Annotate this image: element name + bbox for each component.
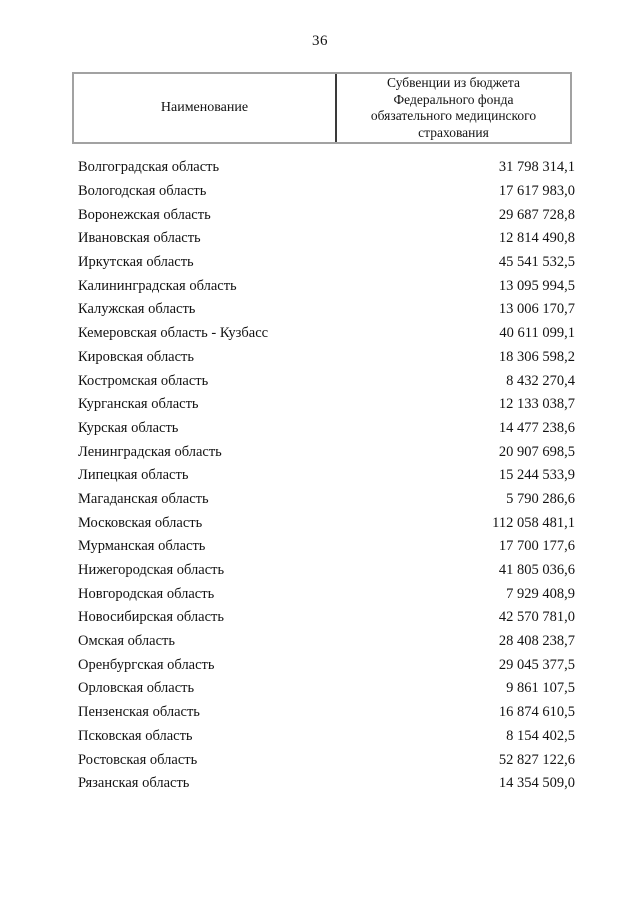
region-name-cell: Липецкая область bbox=[78, 467, 189, 484]
header-subventions-line-4: страхования bbox=[418, 124, 489, 140]
table-row: Иркутская область 45 541 532,5 bbox=[0, 251, 640, 275]
subvention-value-cell: 14 354 509,0 bbox=[498, 775, 575, 792]
region-name-cell: Московская область bbox=[78, 514, 203, 531]
table-row: Ленинградская область 20 907 698,5 bbox=[0, 440, 640, 464]
subvention-value-cell: 18 306 598,2 bbox=[498, 348, 575, 365]
region-name-cell: Магаданская область bbox=[78, 490, 209, 507]
region-name-cell: Кировская область bbox=[78, 348, 195, 365]
subvention-value-cell: 12 814 490,8 bbox=[498, 230, 575, 247]
table-row: Волгоградская область 31 798 314,1 bbox=[0, 156, 640, 180]
region-name-cell: Костромская область bbox=[78, 372, 209, 389]
subvention-value-cell: 45 541 532,5 bbox=[498, 254, 575, 271]
page-number: 36 bbox=[312, 33, 328, 49]
subvention-value-cell: 112 058 481,1 bbox=[492, 514, 575, 531]
table-row: Пензенская область 16 874 610,5 bbox=[0, 701, 640, 725]
subvention-value-cell: 15 244 533,9 bbox=[498, 467, 575, 484]
region-name-cell: Рязанская область bbox=[78, 775, 190, 792]
table-row: Костромская область 8 432 270,4 bbox=[0, 369, 640, 393]
subvention-value-cell: 40 611 099,1 bbox=[499, 325, 575, 342]
subvention-value-cell: 5 790 286,6 bbox=[506, 490, 575, 507]
region-name-cell: Курганская область bbox=[78, 396, 199, 413]
subvention-value-cell: 14 477 238,6 bbox=[498, 419, 575, 436]
subvention-value-cell: 42 570 781,0 bbox=[498, 609, 575, 626]
region-name-cell: Калужская область bbox=[78, 301, 196, 318]
region-name-cell: Вологодская область bbox=[78, 183, 207, 200]
subvention-value-cell: 28 408 238,7 bbox=[498, 633, 575, 650]
subvention-value-cell: 8 432 270,4 bbox=[506, 372, 575, 389]
header-subventions-line-3: обязательного медицинского bbox=[370, 108, 537, 123]
region-name-cell: Пензенская область bbox=[78, 704, 200, 721]
subvention-value-cell: 17 700 177,6 bbox=[498, 538, 575, 555]
region-name-cell: Калининградская область bbox=[78, 277, 237, 294]
header-cell-subventions: Субвенции из бюджета Федерального фонда … bbox=[337, 74, 570, 142]
subvention-value-cell: 13 006 170,7 bbox=[498, 301, 575, 318]
subvention-value-cell: 12 133 038,7 bbox=[498, 396, 575, 413]
subvention-value-cell: 31 798 314,1 bbox=[498, 159, 575, 176]
table-row: Новосибирская область 42 570 781,0 bbox=[0, 606, 640, 630]
table-row: Омская область 28 408 238,7 bbox=[0, 630, 640, 654]
region-name-cell: Ростовская область bbox=[78, 751, 198, 768]
region-name-cell: Новгородская область bbox=[78, 585, 215, 602]
region-name-cell: Воронежская область bbox=[78, 206, 211, 223]
table-row: Липецкая область 15 244 533,9 bbox=[0, 464, 640, 488]
region-name-cell: Волгоградская область bbox=[78, 159, 220, 176]
table-row: Псковская область 8 154 402,5 bbox=[0, 725, 640, 749]
region-name-cell: Псковская область bbox=[78, 727, 193, 744]
subvention-value-cell: 9 861 107,5 bbox=[506, 680, 575, 697]
table-row: Кемеровская область - Кузбасс 40 611 099… bbox=[0, 322, 640, 346]
region-name-cell: Оренбургская область bbox=[78, 656, 215, 673]
region-name-cell: Кемеровская область - Кузбасс bbox=[78, 325, 269, 342]
region-name-cell: Нижегородская область bbox=[78, 562, 225, 579]
region-name-cell: Новосибирская область bbox=[78, 609, 224, 626]
subvention-value-cell: 8 154 402,5 bbox=[506, 727, 575, 744]
table-row: Оренбургская область 29 045 377,5 bbox=[0, 653, 640, 677]
table-row: Вологодская область 17 617 983,0 bbox=[0, 180, 640, 204]
table-row: Ростовская область 52 827 122,6 bbox=[0, 748, 640, 772]
subvention-value-cell: 16 874 610,5 bbox=[498, 704, 575, 721]
table-row: Кировская область 18 306 598,2 bbox=[0, 346, 640, 370]
subvention-value-cell: 29 687 728,8 bbox=[498, 206, 575, 223]
subvention-value-cell: 20 907 698,5 bbox=[498, 443, 575, 460]
table-row: Мурманская область 17 700 177,6 bbox=[0, 535, 640, 559]
table-row: Рязанская область 14 354 509,0 bbox=[0, 772, 640, 796]
region-name-cell: Ленинградская область bbox=[78, 443, 222, 460]
table-row: Воронежская область 29 687 728,8 bbox=[0, 203, 640, 227]
subvention-value-cell: 17 617 983,0 bbox=[498, 183, 575, 200]
table-row: Орловская область 9 861 107,5 bbox=[0, 677, 640, 701]
header-cell-name: Наименование bbox=[74, 74, 337, 142]
subvention-value-cell: 7 929 408,9 bbox=[506, 585, 575, 602]
subvention-value-cell: 52 827 122,6 bbox=[498, 751, 575, 768]
region-name-cell: Иркутская область bbox=[78, 254, 194, 271]
header-subventions-line-2: Федерального фонда bbox=[393, 91, 514, 107]
table-row: Нижегородская область 41 805 036,6 bbox=[0, 559, 640, 583]
region-name-cell: Курская область bbox=[78, 419, 179, 436]
table-row: Магаданская область 5 790 286,6 bbox=[0, 488, 640, 512]
region-name-cell: Омская область bbox=[78, 633, 175, 650]
region-name-cell: Мурманская область bbox=[78, 538, 206, 555]
table-row: Курганская область 12 133 038,7 bbox=[0, 393, 640, 417]
table-row: Московская область 112 058 481,1 bbox=[0, 511, 640, 535]
region-table-body: Волгоградская область 31 798 314,1 Волог… bbox=[0, 156, 640, 796]
table-row: Новгородская область 7 929 408,9 bbox=[0, 582, 640, 606]
table-header: Наименование Субвенции из бюджета Федера… bbox=[72, 72, 572, 144]
table-row: Калининградская область 13 095 994,5 bbox=[0, 274, 640, 298]
table-row: Калужская область 13 006 170,7 bbox=[0, 298, 640, 322]
header-subventions-line-1: Субвенции из бюджета bbox=[387, 75, 520, 90]
subvention-value-cell: 13 095 994,5 bbox=[498, 277, 575, 294]
table-row: Ивановская область 12 814 490,8 bbox=[0, 227, 640, 251]
subvention-value-cell: 41 805 036,6 bbox=[498, 562, 575, 579]
region-name-cell: Орловская область bbox=[78, 680, 195, 697]
subvention-value-cell: 29 045 377,5 bbox=[498, 656, 575, 673]
region-name-cell: Ивановская область bbox=[78, 230, 201, 247]
table-row: Курская область 14 477 238,6 bbox=[0, 417, 640, 441]
